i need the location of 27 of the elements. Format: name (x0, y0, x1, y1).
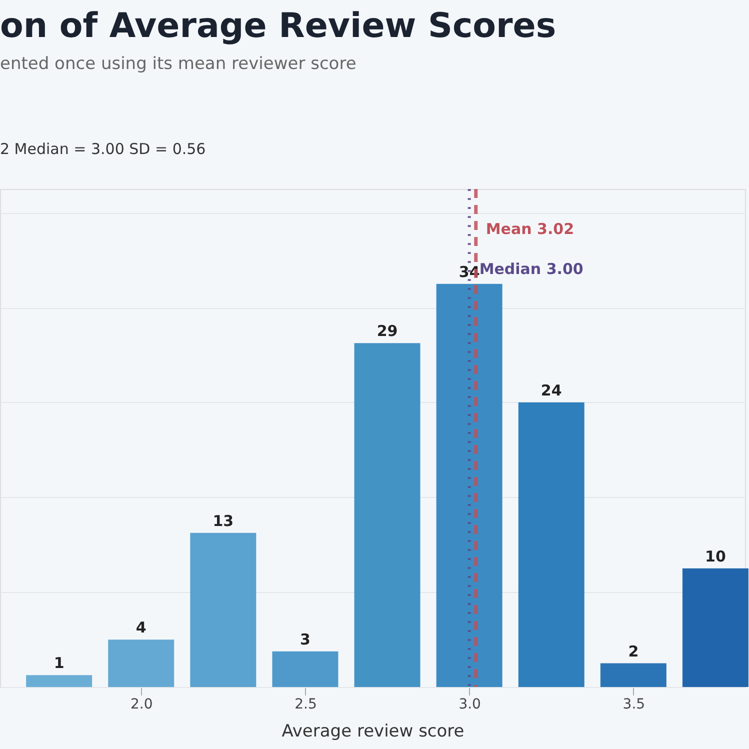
x-tick-label: 2.0 (130, 696, 153, 712)
x-tick-label: 2.5 (294, 696, 317, 712)
data-label: 4 (136, 618, 146, 637)
bar (600, 663, 666, 687)
bar (272, 651, 338, 687)
data-label: 29 (376, 322, 398, 340)
data-label: 13 (212, 512, 234, 530)
text: 2 Median = 3.00 SD = 0.56 (0, 140, 206, 158)
ref-line-label: Median 3.00 (479, 260, 584, 278)
bar (354, 343, 420, 687)
bar (436, 284, 502, 687)
x-axis-title: Average review score (282, 722, 464, 742)
bar (26, 675, 92, 687)
bar (108, 640, 174, 687)
data-label: 10 (705, 547, 726, 566)
data-label: 3 (300, 630, 310, 648)
ref-line-label: Mean 3.02 (486, 220, 574, 238)
x-tick-label: 3.5 (622, 696, 646, 712)
bar (682, 568, 748, 687)
data-label: 2 (628, 642, 639, 660)
x-tick-label: 3.0 (458, 696, 481, 712)
data-label: 1 (54, 654, 64, 672)
chart-subtitle: ented once using its mean reviewer score (0, 54, 356, 74)
bar (190, 532, 256, 687)
chart-title: on of Average Review Scores (0, 6, 556, 46)
bar (518, 402, 584, 687)
data-label: 24 (540, 381, 562, 400)
